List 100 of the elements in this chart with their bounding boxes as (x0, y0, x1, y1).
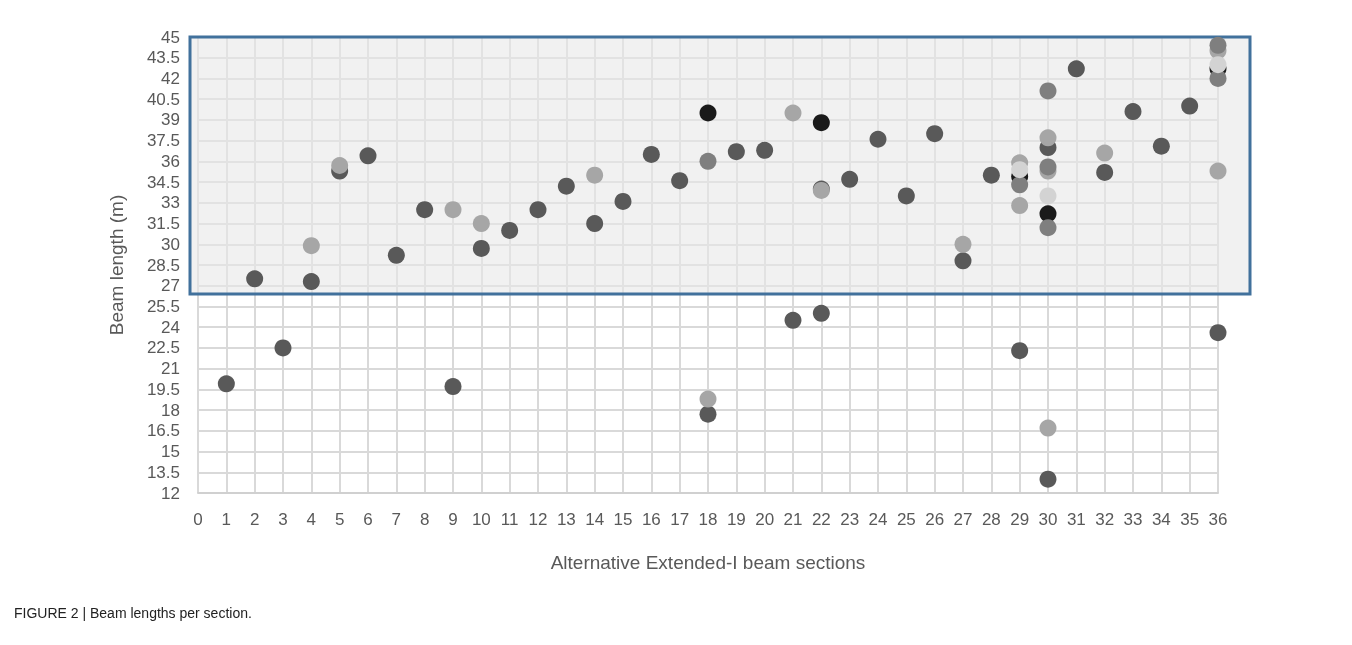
point (246, 270, 264, 288)
y-tick-label: 28.5 (146, 255, 180, 275)
x-tick-label: 15 (613, 510, 633, 529)
x-tick-label: 1 (221, 510, 232, 529)
y-tick-label: 42 (161, 68, 180, 88)
x-tick-label: 36 (1208, 510, 1228, 529)
point (472, 239, 490, 257)
x-tick-label: 18 (698, 510, 718, 529)
x-tick-label: 29 (1010, 510, 1030, 529)
x-tick-label: 5 (334, 510, 345, 529)
point (472, 215, 490, 233)
point (1096, 144, 1114, 162)
point (302, 273, 320, 291)
point (699, 104, 717, 122)
point (614, 192, 632, 210)
x-tick-label: 3 (278, 510, 288, 529)
x-tick-label: 16 (641, 510, 661, 529)
y-axis-title: Beam length (m) (106, 194, 127, 336)
x-tick-label: 10 (471, 510, 491, 529)
y-tick-label: 25.5 (146, 296, 180, 316)
point (812, 304, 830, 322)
y-tick-label: 36 (161, 151, 180, 171)
point (302, 237, 320, 255)
point (359, 147, 377, 165)
x-tick-label: 7 (391, 510, 402, 529)
point (1011, 176, 1029, 194)
point (954, 252, 972, 270)
y-tick-label: 19.5 (146, 379, 180, 399)
point (699, 390, 717, 408)
point (1039, 129, 1057, 147)
point (1039, 187, 1057, 205)
point (1039, 419, 1057, 437)
point (671, 172, 689, 190)
y-tick-label: 37.5 (146, 131, 180, 151)
point (444, 201, 462, 219)
point (926, 125, 944, 143)
point (444, 378, 462, 396)
point (501, 221, 519, 239)
point (784, 104, 802, 122)
x-tick-label: 32 (1095, 510, 1115, 529)
point (1039, 470, 1057, 488)
y-tick-label: 40.5 (146, 89, 180, 109)
point (1096, 163, 1114, 181)
point (1039, 158, 1057, 176)
point (586, 166, 604, 184)
y-tick-label: 16.5 (146, 421, 180, 441)
x-tick-label: 33 (1123, 510, 1143, 529)
x-axis-title: Alternative Extended-I beam sections (550, 552, 866, 573)
y-tick-label: 18 (161, 400, 180, 420)
point (1011, 161, 1029, 179)
x-tick-label: 4 (306, 510, 317, 529)
point (1209, 36, 1227, 54)
x-tick-label: 6 (363, 510, 373, 529)
point (274, 339, 292, 357)
point (416, 201, 434, 219)
y-tick-label: 27 (161, 276, 180, 296)
y-tick-label: 15 (161, 442, 180, 462)
x-tick-label: 35 (1180, 510, 1200, 529)
y-tick-label: 33 (161, 193, 180, 213)
point (727, 143, 745, 161)
point (642, 145, 660, 163)
y-tick-label: 31.5 (146, 214, 180, 234)
x-tick-label: 14 (585, 510, 605, 529)
point (1011, 197, 1029, 215)
point (841, 170, 859, 188)
caption: FIGURE 2 | Beam lengths per section. (14, 605, 252, 621)
y-tick-label: 45 (161, 27, 180, 47)
point (1209, 162, 1227, 180)
point (869, 130, 887, 148)
x-tick-label: 21 (783, 510, 803, 529)
x-tick-label: 25 (896, 510, 916, 529)
point (387, 246, 405, 264)
point (331, 157, 349, 174)
x-tick-label: 0 (193, 510, 203, 529)
x-tick-label: 30 (1038, 510, 1058, 529)
point (784, 311, 802, 329)
point (1039, 82, 1057, 100)
point (812, 114, 830, 132)
x-tick-label: 22 (811, 510, 831, 529)
point (1152, 137, 1170, 155)
x-tick-label: 19 (726, 510, 746, 529)
point (586, 215, 604, 233)
x-tick-label: 9 (448, 510, 458, 529)
y-tick-label: 13.5 (146, 462, 180, 482)
x-tick-label: 8 (419, 510, 430, 529)
y-tick-label: 12 (161, 483, 180, 503)
x-tick-label: 11 (500, 510, 519, 529)
y-tick-label: 30 (161, 234, 180, 254)
point (1039, 219, 1057, 237)
y-tick-label: 24 (161, 317, 180, 337)
y-tick-label: 43.5 (146, 48, 180, 68)
point (217, 375, 235, 393)
point (897, 187, 915, 205)
x-tick-label: 23 (840, 510, 860, 529)
point (756, 141, 774, 159)
point (1209, 324, 1227, 342)
point (1011, 342, 1029, 360)
point (982, 166, 1000, 184)
x-tick-label: 24 (868, 510, 888, 529)
x-tick-label: 28 (981, 510, 1001, 529)
